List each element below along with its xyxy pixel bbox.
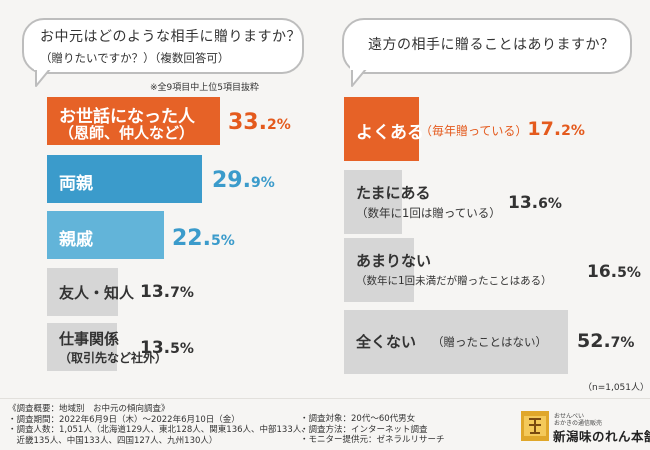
survey-target: ・調査対象：20代〜60代男女	[300, 414, 416, 424]
right-bubble-tail	[350, 66, 368, 87]
bar-mattakunai-label: 全くない	[356, 333, 417, 351]
value-osewa-dec: 2%	[266, 117, 291, 133]
value-label-ryoshin: 29.9%	[212, 168, 275, 193]
value-yujin-dec: 7%	[170, 285, 194, 301]
bar-osewa-sublabel: （恩師、仲人など）	[59, 124, 195, 142]
bar-amarinai: あまりない （数年に1回未満だが贈ったことはある）	[344, 238, 552, 302]
logo-name: 新潟味のれん本舗	[553, 429, 650, 444]
left-bubble-tail	[34, 66, 52, 87]
survey-heading: 《調査概要：地域別 お中元の傾向調査》	[8, 404, 170, 414]
bar-yokuaru-label: よくある	[356, 123, 424, 143]
value-mattakunai-dec: 7%	[610, 335, 635, 351]
bar-shinseki: 親戚	[47, 211, 164, 259]
footer-divider	[0, 398, 650, 399]
value-shinseki-dec: 5%	[210, 233, 235, 249]
bar-tamaniaru-sublabel: （数年に1回は贈っている）	[356, 206, 501, 220]
value-label-osewa: 33.2%	[228, 110, 291, 135]
bar-ryoshin-label: 両親	[59, 174, 93, 194]
value-shigoto-dec: 5%	[170, 341, 194, 357]
value-mattakunai-int: 52.	[577, 330, 611, 352]
right-question-title: 遠方の相手に贈ることはありますか？	[368, 37, 615, 53]
value-ryoshin-dec: 9%	[250, 175, 275, 191]
value-amarinai-dec: 5%	[617, 265, 641, 281]
survey-count-line2: 近畿135人、中国133人、四国127人、九州130人）	[8, 435, 218, 446]
value-yujin-int: 13.	[140, 282, 171, 302]
value-shigoto-int: 13.	[140, 338, 171, 358]
logo-tagline-1: おせんべい	[554, 413, 585, 420]
value-label-yokuaru: （毎年贈っている）17.2%	[420, 118, 585, 140]
bar-yokuaru: よくある	[344, 97, 424, 161]
survey-monitor: ・モニター提供元：ゼネラルリサーチ	[300, 435, 445, 445]
bar-osewa: お世話になった人 （恩師、仲人など）	[47, 97, 220, 145]
value-label-tamaniaru: 13.6%	[508, 193, 562, 213]
value-label-shigoto: 13.5%	[140, 338, 194, 358]
bar-ryoshin: 両親	[47, 155, 203, 203]
value-label-shinseki: 22.5%	[172, 226, 235, 251]
value-label-mattakunai: 52.7%	[577, 330, 634, 352]
bar-yujin-label: 友人・知人	[59, 284, 135, 302]
left-question-note: ※全9項目中上位5項目抜粋	[150, 83, 259, 93]
value-yokuaru-int: 17.	[527, 118, 562, 140]
value-osewa-int: 33.	[228, 110, 267, 135]
survey-method: ・調査方法：インターネット調査	[300, 424, 428, 435]
left-question-subtitle: （贈りたいですか？）（複数回答可）	[40, 51, 230, 65]
value-tamaniaru-dec: 6%	[538, 196, 562, 212]
bar-mattakunai: 全くない （贈ったことはない）	[344, 310, 568, 374]
bar-osewa-label: お世話になった人	[59, 107, 195, 127]
bar-amarinai-label: あまりない	[356, 252, 432, 270]
sample-size-note: （n=1,051人）	[583, 383, 650, 393]
value-tamaniaru-int: 13.	[508, 193, 539, 213]
bar-shigoto-sublabel: （取引先など社外）	[59, 351, 168, 365]
value-label-yujin: 13.7%	[140, 282, 194, 302]
value-shinseki-int: 22.	[172, 226, 211, 251]
bar-shigoto: 仕事関係 （取引先など社外）	[47, 323, 167, 371]
bar-yokuaru-sublabel: （毎年贈っている）	[420, 124, 528, 138]
bar-amarinai-sublabel: （数年に1回未満だが贈ったことはある）	[356, 275, 552, 287]
logo-tagline-2: おかきの通信販売	[554, 420, 603, 427]
survey-summary-left: 《調査概要：地域別 お中元の傾向調査》 ・調査期間：2022年6月9日（木）〜2…	[8, 404, 310, 446]
right-question-bubble: 遠方の相手に贈ることはありますか？	[342, 18, 632, 74]
survey-period: ・調査期間：2022年6月9日（木）〜2022年6月10日（金）	[8, 414, 240, 425]
value-ryoshin-int: 29.	[212, 168, 251, 193]
value-label-amarinai: 16.5%	[587, 262, 641, 282]
left-question-title: お中元はどのような相手に贈りますか？	[40, 29, 301, 45]
survey-summary-right: ・調査対象：20代〜60代男女 ・調査方法：インターネット調査 ・モニター提供元…	[300, 414, 445, 446]
survey-count-line1: ・調査人数：1,051人（北海道129人、東北128人、関東136人、中部133…	[8, 425, 310, 435]
brand-logo-icon	[521, 411, 549, 441]
bar-mattakunai-sublabel: （贈ったことはない）	[432, 335, 547, 349]
value-amarinai-int: 16.	[587, 262, 618, 282]
bar-shinseki-label: 親戚	[59, 230, 93, 250]
value-yokuaru-dec: 2%	[561, 123, 585, 139]
bar-tamaniaru-label: たまにある	[356, 184, 431, 202]
bar-yujin: 友人・知人	[47, 268, 134, 316]
bar-tamaniaru: たまにある （数年に1回は贈っている）	[344, 170, 501, 234]
left-question-bubble: お中元はどのような相手に贈りますか？ （贈りたいですか？）（複数回答可）	[22, 18, 304, 74]
bar-shigoto-label: 仕事関係	[59, 330, 120, 348]
